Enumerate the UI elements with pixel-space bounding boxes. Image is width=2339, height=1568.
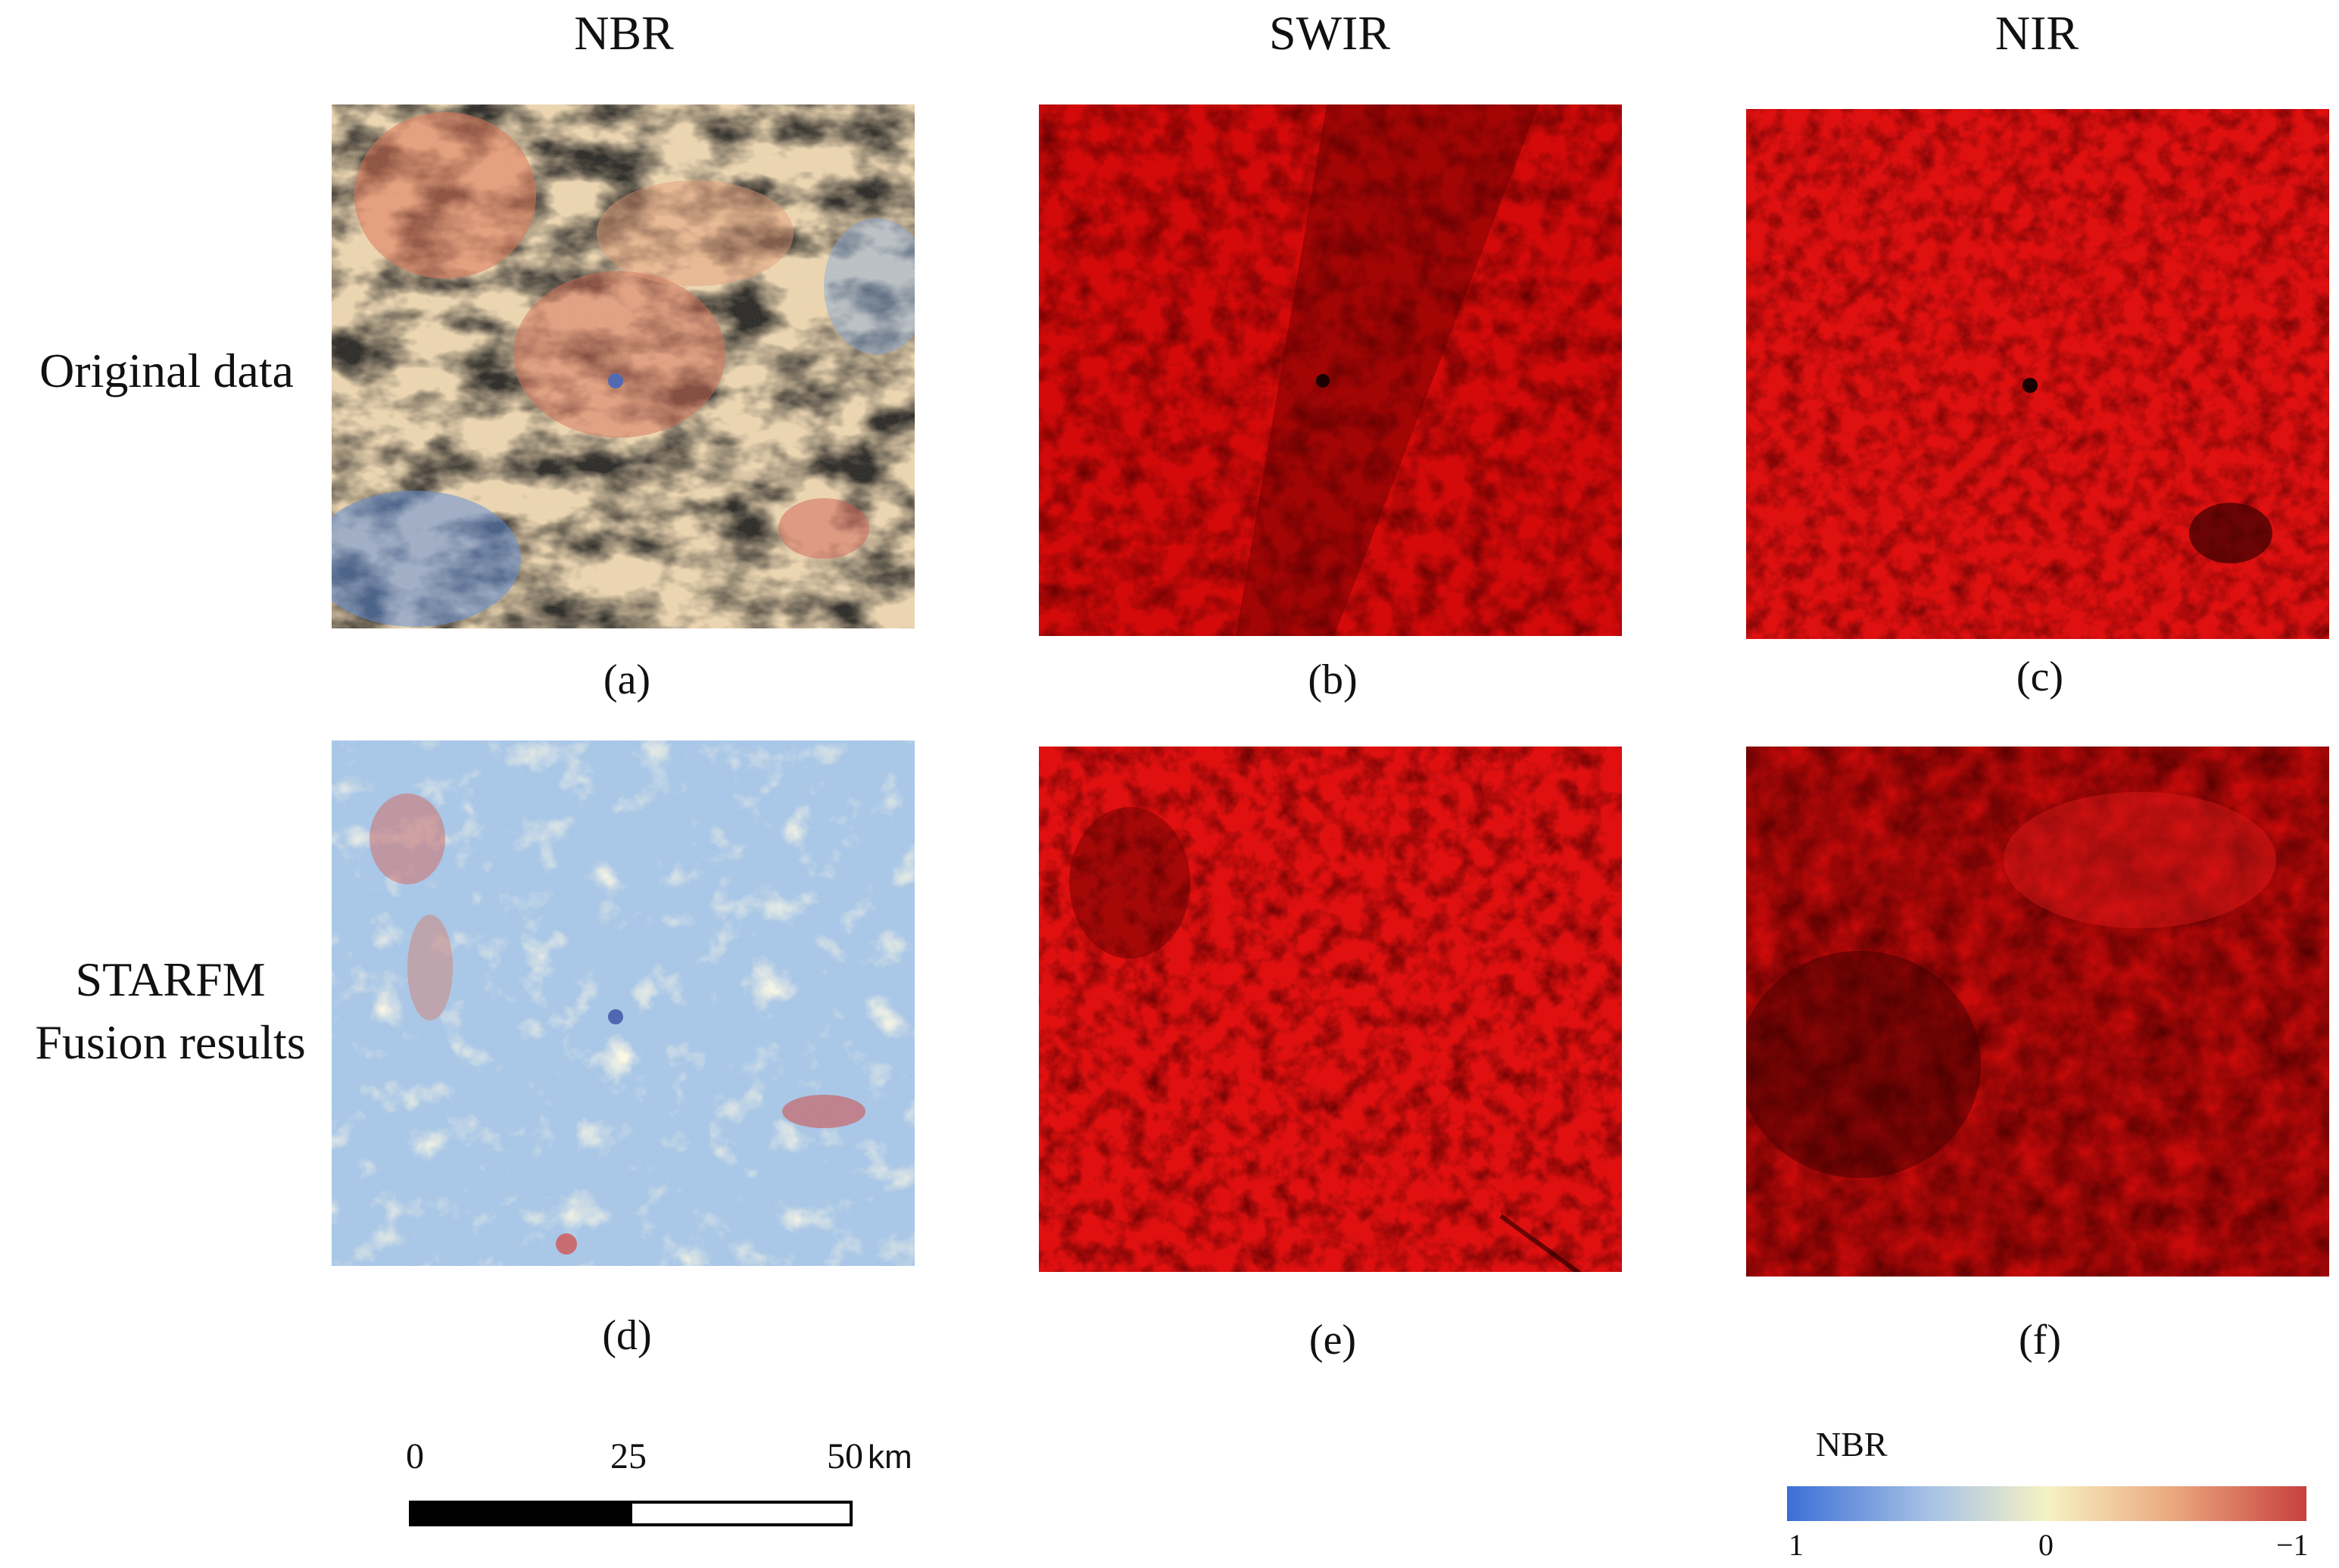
panel-e-swir-starfm [1039, 747, 1622, 1272]
caption-f: (f) [2019, 1317, 2061, 1364]
legend-tick-mid: 0 [2038, 1528, 2054, 1562]
row-title-original: Original data [39, 344, 294, 397]
scale-bar: 0 25 50 km [406, 1436, 912, 1552]
panel-a-nbr-original [332, 104, 915, 628]
scale-tick-50-value: 50 [827, 1436, 863, 1476]
column-title-nbr: NBR [574, 6, 674, 60]
caption-a: (a) [603, 656, 651, 703]
scale-tick-25: 25 [610, 1436, 647, 1476]
row-title-starfm-line1: STARFM [75, 952, 266, 1006]
legend-tick-max: −1 [2276, 1528, 2309, 1562]
scale-unit: km [868, 1439, 912, 1476]
caption-c: (c) [2016, 653, 2064, 700]
legend-tick-min: 1 [1789, 1528, 1804, 1562]
column-title-swir: SWIR [1269, 6, 1390, 60]
row-title-starfm-line2: Fusion results [35, 1015, 306, 1070]
scale-tick-0: 0 [406, 1436, 424, 1476]
column-title-nir: NIR [1994, 6, 2079, 60]
scale-segment-white [629, 1501, 853, 1526]
scale-tick-50: 50 km [827, 1439, 912, 1475]
panel-f-nir-starfm [1746, 747, 2329, 1277]
caption-e: (e) [1308, 1317, 1357, 1364]
caption-d: (d) [602, 1312, 652, 1359]
legend-color-ramp [1787, 1486, 2306, 1521]
scale-segment-black [409, 1501, 632, 1526]
panel-b-swir-original [1039, 104, 1622, 636]
nbr-legend: NBR 1 0 −1 [1787, 1427, 2317, 1568]
panel-d-nbr-starfm [332, 740, 915, 1266]
row-title-starfm: STARFM Fusion results [0, 948, 341, 1074]
legend-title: NBR [1816, 1425, 1888, 1464]
caption-b: (b) [1308, 656, 1358, 703]
panel-c-nir-original [1746, 109, 2329, 639]
